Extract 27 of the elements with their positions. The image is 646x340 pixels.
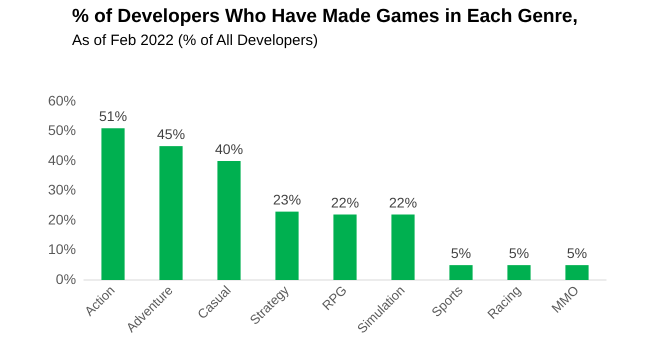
y-tick-label: 50% xyxy=(48,122,76,138)
y-tick-label: 0% xyxy=(56,270,76,287)
y-tick-label: 40% xyxy=(48,152,76,168)
y-tick-label: 60% xyxy=(48,92,76,108)
bar xyxy=(159,146,183,280)
bar xyxy=(565,265,589,280)
chart-subtitle: As of Feb 2022 (% of All Developers) xyxy=(72,32,318,49)
bar xyxy=(333,214,357,280)
data-label: 5% xyxy=(508,245,530,262)
data-label: 23% xyxy=(272,191,302,208)
data-label: 5% xyxy=(450,245,472,262)
bar xyxy=(449,265,473,280)
bar xyxy=(101,128,125,280)
bar xyxy=(217,160,241,280)
bar xyxy=(275,212,299,280)
bar xyxy=(507,265,531,280)
y-tick-label: 20% xyxy=(48,211,76,228)
data-label: 51% xyxy=(99,108,128,124)
data-label: 22% xyxy=(330,194,360,210)
y-tick-label: 30% xyxy=(48,182,76,198)
bar xyxy=(391,214,415,280)
data-label: 22% xyxy=(388,194,418,210)
data-label: 40% xyxy=(215,140,244,157)
data-label: 5% xyxy=(566,245,588,262)
data-label: 45% xyxy=(157,126,186,142)
y-tick-label: 10% xyxy=(48,241,76,258)
chart-title: % of Developers Who Have Made Games in Each Genre, xyxy=(72,6,578,28)
